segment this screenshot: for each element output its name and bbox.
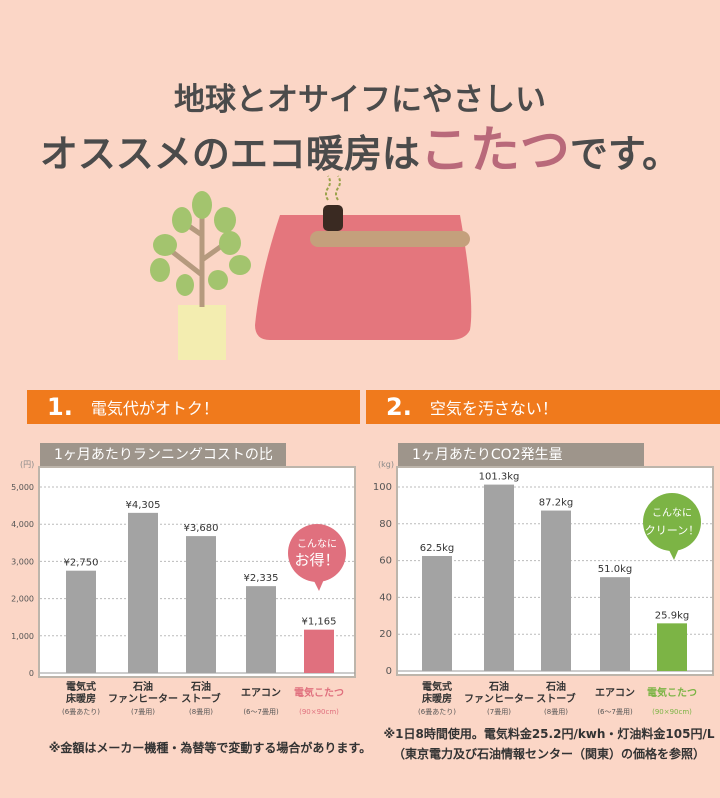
category-label: ファンヒーター [464, 693, 534, 705]
category-label: 石油 [545, 680, 566, 693]
category-sublabel: (90×90cm) [299, 708, 339, 716]
section-label: 電気代がオトク！ [90, 399, 219, 418]
category-sublabel: (6畳あたり) [418, 708, 456, 716]
bar-value-label: ¥2,335 [244, 573, 279, 584]
category-label: 電気こたつ [647, 686, 697, 699]
y-tick-label: 20 [379, 629, 392, 640]
chart-1-note: ※金額はメーカー機種・為替等で変動する場合があります。 [48, 741, 372, 755]
bar-value-label: ¥1,165 [302, 617, 337, 628]
category-sublabel: (90×90cm) [652, 708, 692, 716]
bar [304, 629, 334, 673]
category-label: ストーブ [181, 692, 220, 705]
category-sublabel: (6〜7畳用) [243, 708, 279, 716]
category-label: ストーブ [536, 692, 575, 705]
category-sublabel: (7畳用) [131, 708, 155, 716]
bar [541, 510, 571, 671]
section-number: 2. [386, 393, 412, 421]
section-2-header: 2. 空気を汚さない！ [366, 390, 720, 424]
category-label: 床暖房 [66, 692, 96, 705]
bar [657, 623, 687, 671]
category-sublabel: (7畳用) [487, 708, 511, 716]
y-tick-label: 40 [379, 592, 392, 603]
bar [186, 536, 216, 673]
y-axis-unit: (円) [20, 460, 34, 469]
bar [600, 577, 630, 671]
category-label: エアコン [241, 687, 281, 699]
category-sublabel: (8畳用) [189, 708, 213, 716]
headline-line2: オススメのエコ暖房はこたつです。 [0, 110, 720, 182]
callout-bubble [643, 493, 701, 551]
y-tick-label: 0 [386, 666, 392, 677]
category-sublabel: (8畳用) [544, 708, 568, 716]
callout-text: お得！ [294, 551, 339, 569]
bar [422, 556, 452, 671]
headline-prefix: オススメのエコ暖房は [39, 131, 420, 176]
callout-text: こんなに [297, 538, 337, 550]
callout-text: クリーン！ [645, 524, 699, 537]
bar-value-label: ¥2,750 [64, 558, 99, 569]
section-1-header: 1. 電気代がオトク！ [27, 390, 360, 424]
headline-line1: 地球とオサイフにやさしい [174, 82, 546, 118]
category-label: 石油 [132, 680, 153, 693]
illustration [150, 175, 472, 360]
chart-2-note-line1: ※1日8時間使用。電気料金25.2円/kwh・灯油料金105円/L [383, 727, 715, 741]
kotatsu-illustration [255, 175, 472, 340]
bar [246, 586, 276, 673]
y-axis-unit: (kg) [378, 460, 394, 469]
chart-2-title: 1ヶ月あたりCO2発生量 [398, 443, 644, 467]
bar-value-label: 101.3kg [479, 472, 520, 483]
teacup-icon [323, 205, 343, 231]
y-tick-label: 80 [379, 519, 392, 530]
bar [484, 484, 514, 671]
category-label: 石油 [488, 680, 509, 693]
category-label: ファンヒーター [108, 693, 178, 705]
callout-text: こんなに [652, 507, 692, 519]
callout-bubble [288, 524, 346, 582]
y-tick-label: 1,000 [11, 632, 34, 641]
category-label: 電気式 [66, 680, 96, 693]
section-number: 1. [47, 393, 73, 421]
category-label: 電気こたつ [294, 686, 344, 699]
y-tick-label: 5,000 [11, 483, 34, 492]
category-label: 石油 [190, 680, 211, 693]
bar [128, 512, 158, 673]
bar-value-label: 62.5kg [420, 543, 454, 554]
chart-1-title: 1ヶ月あたりランニングコストの比較 [40, 443, 286, 487]
y-tick-label: 100 [373, 482, 392, 493]
y-tick-label: 2,000 [11, 595, 34, 604]
headline-suffix: です。 [569, 131, 681, 176]
bar [66, 570, 96, 673]
y-tick-label: 3,000 [11, 557, 34, 566]
category-label: エアコン [595, 687, 635, 699]
chart-2-note-line2: （東京電力及び石油情報センター（関東）の価格を参照） [392, 747, 705, 761]
category-label: 床暖房 [422, 692, 452, 705]
y-tick-label: 4,000 [11, 520, 34, 529]
section-label: 空気を汚さない！ [429, 399, 558, 418]
category-sublabel: (6〜7畳用) [597, 708, 633, 716]
y-tick-label: 60 [379, 556, 392, 567]
plant-illustration [150, 191, 251, 360]
bar-value-label: ¥4,305 [126, 500, 161, 511]
bar-value-label: 51.0kg [598, 564, 632, 575]
y-tick-label: 0 [29, 669, 34, 678]
headline-highlight: こたつ [419, 120, 570, 179]
category-sublabel: (6畳あたり) [62, 708, 100, 716]
bar-value-label: 25.9kg [655, 610, 689, 621]
bar-value-label: 87.2kg [539, 498, 573, 509]
bar-value-label: ¥3,680 [184, 523, 219, 534]
category-label: 電気式 [422, 680, 452, 693]
